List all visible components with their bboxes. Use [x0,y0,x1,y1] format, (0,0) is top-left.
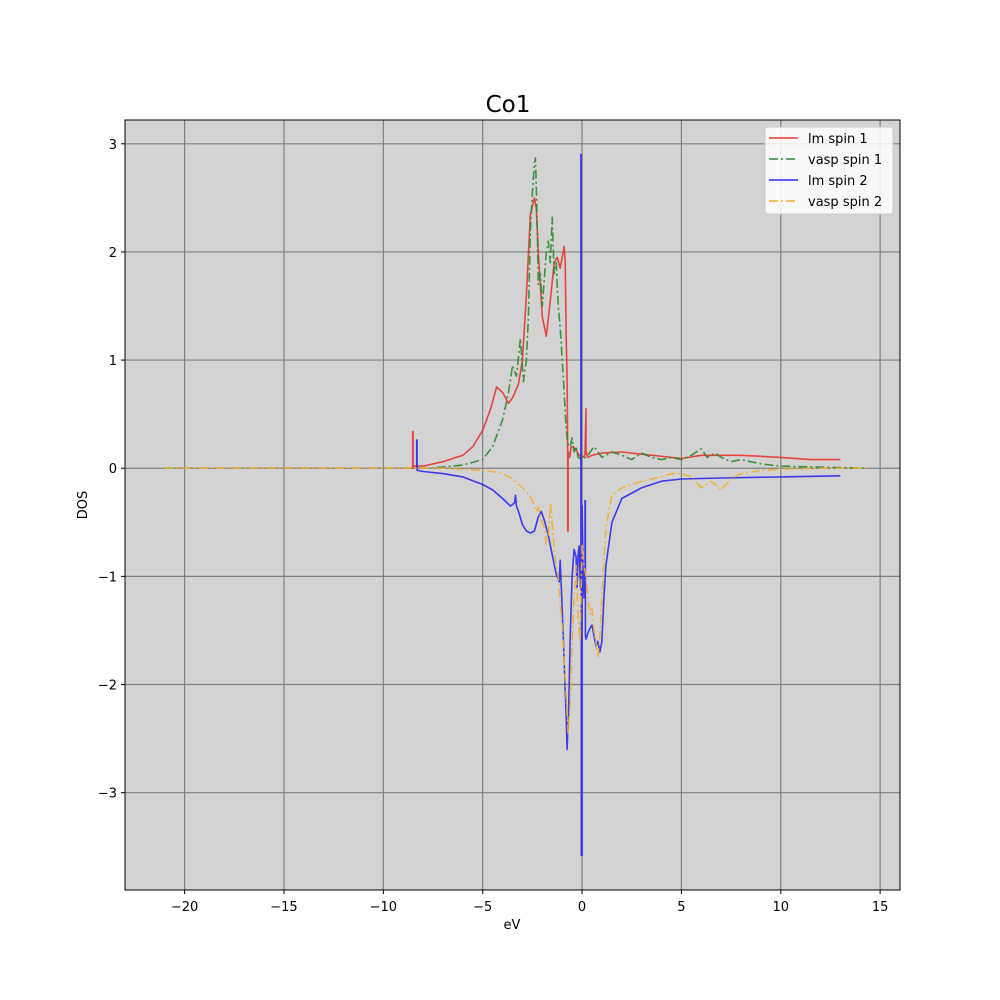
x-tick-label: −20 [171,900,198,915]
y-tick-label: 1 [109,354,117,369]
y-tick-label: 0 [109,462,117,477]
legend-label: lm spin 2 [808,174,868,189]
series-line-vasp-spin-1 [164,157,867,469]
y-axis: −3 −2 −1 0 1 2 3 [98,138,125,802]
x-tick-label: 15 [872,900,889,915]
x-tick-label: −10 [370,900,397,915]
y-tick-label: −3 [98,787,117,802]
legend: lm spin 1 vasp spin 1 lm spin 2 vasp spin 2 [764,126,894,215]
y-tick-label: 2 [109,246,117,261]
legend-label: lm spin 1 [808,132,868,147]
y-tick-label: −1 [98,570,117,585]
legend-label: vasp spin 1 [808,153,882,168]
x-tick-label: 10 [772,900,789,915]
x-tick-label: −15 [270,900,297,915]
y-axis-label: DOS [76,491,91,520]
x-tick-label: 0 [578,900,586,915]
series-line-vasp-spin-2 [164,467,867,734]
x-axis-label: eV [504,918,521,933]
x-axis: −20 −15 −10 −5 0 5 10 15 [171,890,889,915]
y-tick-label: −2 [98,679,117,694]
x-tick-label: 5 [677,900,685,915]
x-tick-label: −5 [473,900,492,915]
y-tick-label: 3 [109,138,117,153]
legend-box [764,126,894,215]
plot-frame [124,119,901,891]
series-line-lm-spin-1 [411,197,841,532]
series-layer [164,153,867,857]
series-line-lm-spin-2 [415,153,841,857]
chart-title: Co1 [486,92,531,118]
legend-label: vasp spin 2 [808,195,882,210]
